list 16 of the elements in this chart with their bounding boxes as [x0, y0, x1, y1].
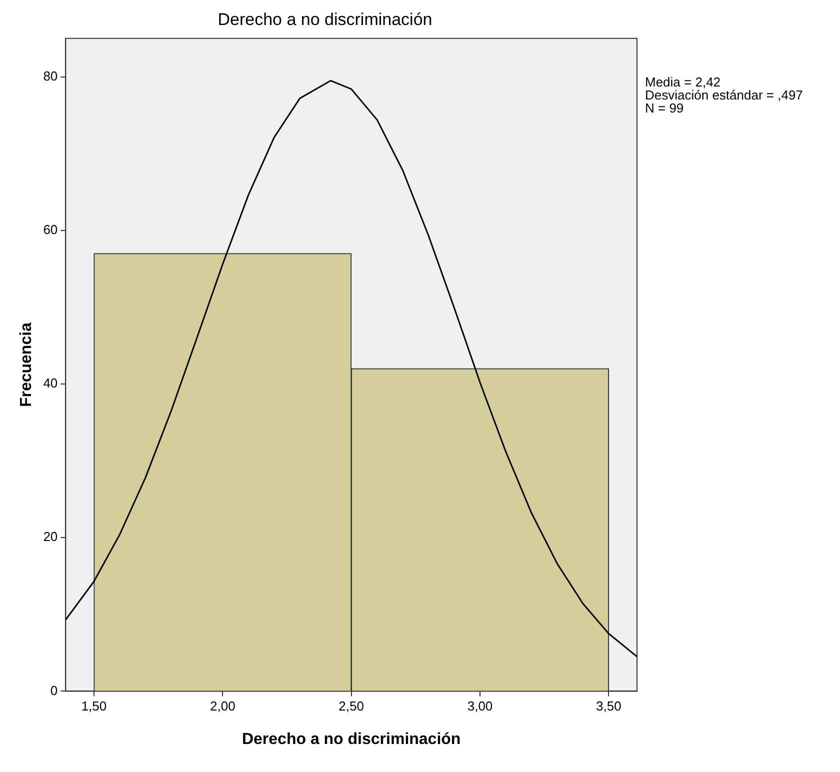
x-tick-label: 3,50 — [596, 698, 622, 714]
y-tick-label: 60 — [43, 222, 58, 237]
text: Desviación estándar = ,497 — [645, 87, 803, 102]
text: Media = 2,42 — [645, 74, 721, 90]
y-tick-label: 0 — [50, 682, 58, 698]
y-tick-label: 40 — [43, 376, 58, 391]
y-axis-title: Frecuencia — [18, 322, 36, 408]
x-tick-label: 2,50 — [338, 698, 364, 714]
x-tick-label: 2,00 — [210, 698, 236, 714]
y-tick-label: 20 — [43, 529, 58, 544]
x-tick-label: 1,50 — [81, 698, 107, 714]
chart-title: Derecho a no discriminación — [218, 10, 432, 29]
text: N = 99 — [645, 100, 684, 116]
x-axis-title: Derecho a no discriminación — [242, 730, 461, 748]
y-tick-label: 80 — [43, 68, 58, 84]
x-tick-label: 3,00 — [467, 698, 493, 714]
